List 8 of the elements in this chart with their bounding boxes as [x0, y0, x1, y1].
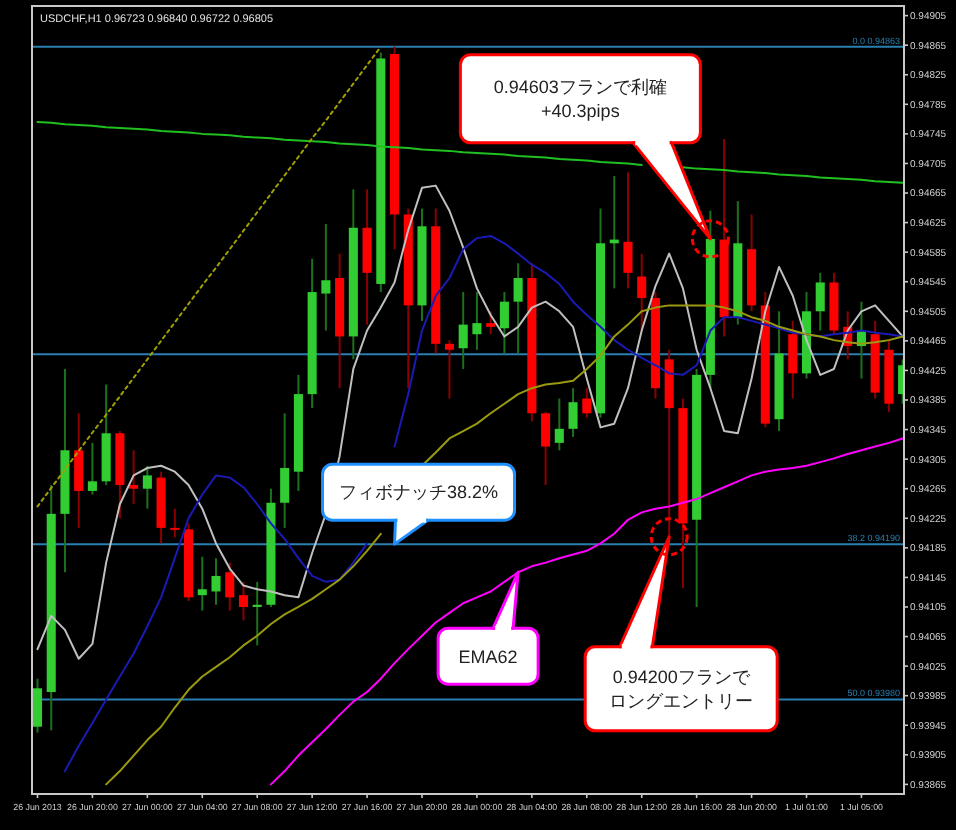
callout: 0.94200フランでロングエントリー	[583, 517, 779, 733]
callout: 0.94603フランで利確 +40.3pips	[458, 53, 730, 259]
annotation: EMA62	[458, 646, 518, 667]
callout: フィボナッチ38.2%	[321, 462, 517, 546]
annotation: フィボナッチ38.2%	[339, 482, 499, 503]
annotation: 0.94603フランで利確 +40.3pips	[493, 77, 667, 122]
annotation: 0.94200フランでロングエントリー	[609, 666, 754, 712]
callout: EMA62	[436, 570, 540, 686]
